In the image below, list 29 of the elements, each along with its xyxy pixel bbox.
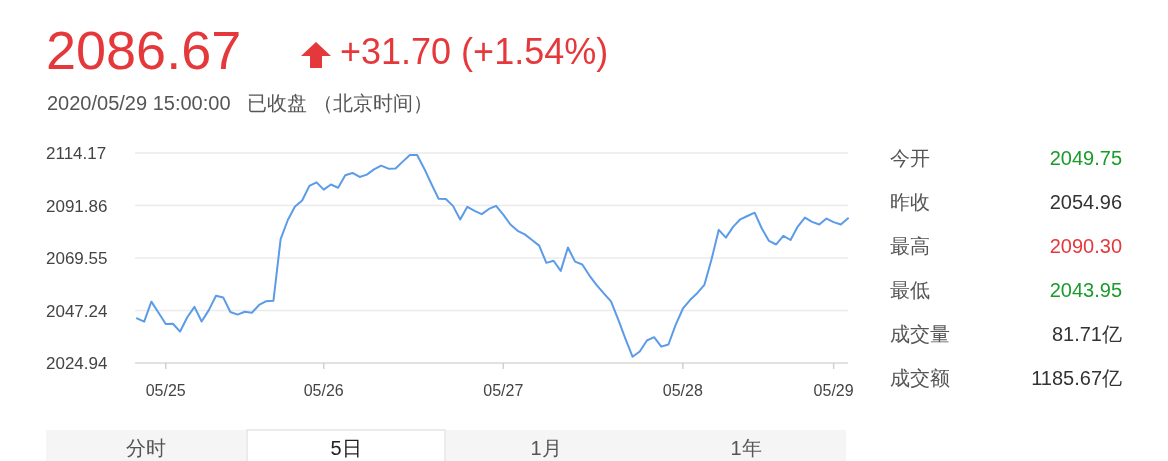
text: 2049.75 (1049, 147, 1122, 169)
text: 2043.95 (1049, 279, 1122, 301)
text: 成交量 (890, 323, 950, 345)
x-tick-label: 05/29 (813, 382, 854, 399)
text: 昨收 (890, 191, 930, 213)
text: 今开 (890, 147, 930, 169)
text: 成交额 (890, 367, 950, 389)
y-tick-label: 2024.94 (46, 354, 108, 373)
text: +31.70 (+1.54%) (340, 31, 609, 72)
text: 分时 (126, 437, 166, 459)
y-tick-label: 2091.86 (46, 196, 108, 216)
chart-title: 2086.67 (46, 20, 242, 80)
y-tick-label: 2114.17 (46, 144, 107, 163)
x-tick-label: 05/26 (303, 382, 344, 399)
text: 1月 (530, 437, 562, 459)
x-tick-label: 05/28 (662, 382, 703, 399)
text: 最低 (890, 279, 930, 301)
chart-subtitle: 2020/05/29 15:00:00 已收盘 （北京时间） (47, 92, 433, 114)
text: 1年 (730, 437, 762, 459)
text: 81.71亿 (1051, 323, 1122, 345)
y-tick-label: 2069.55 (46, 249, 108, 269)
text: 1185.67亿 (1031, 367, 1122, 389)
x-tick-label: 05/27 (483, 382, 524, 399)
y-tick-label: 2047.24 (46, 301, 108, 321)
text: 5日 (330, 437, 362, 459)
x-tick-label: 05/25 (145, 382, 186, 399)
text: 2090.30 (1049, 235, 1122, 257)
text: 最高 (890, 235, 930, 257)
text: 2054.96 (1049, 191, 1122, 213)
